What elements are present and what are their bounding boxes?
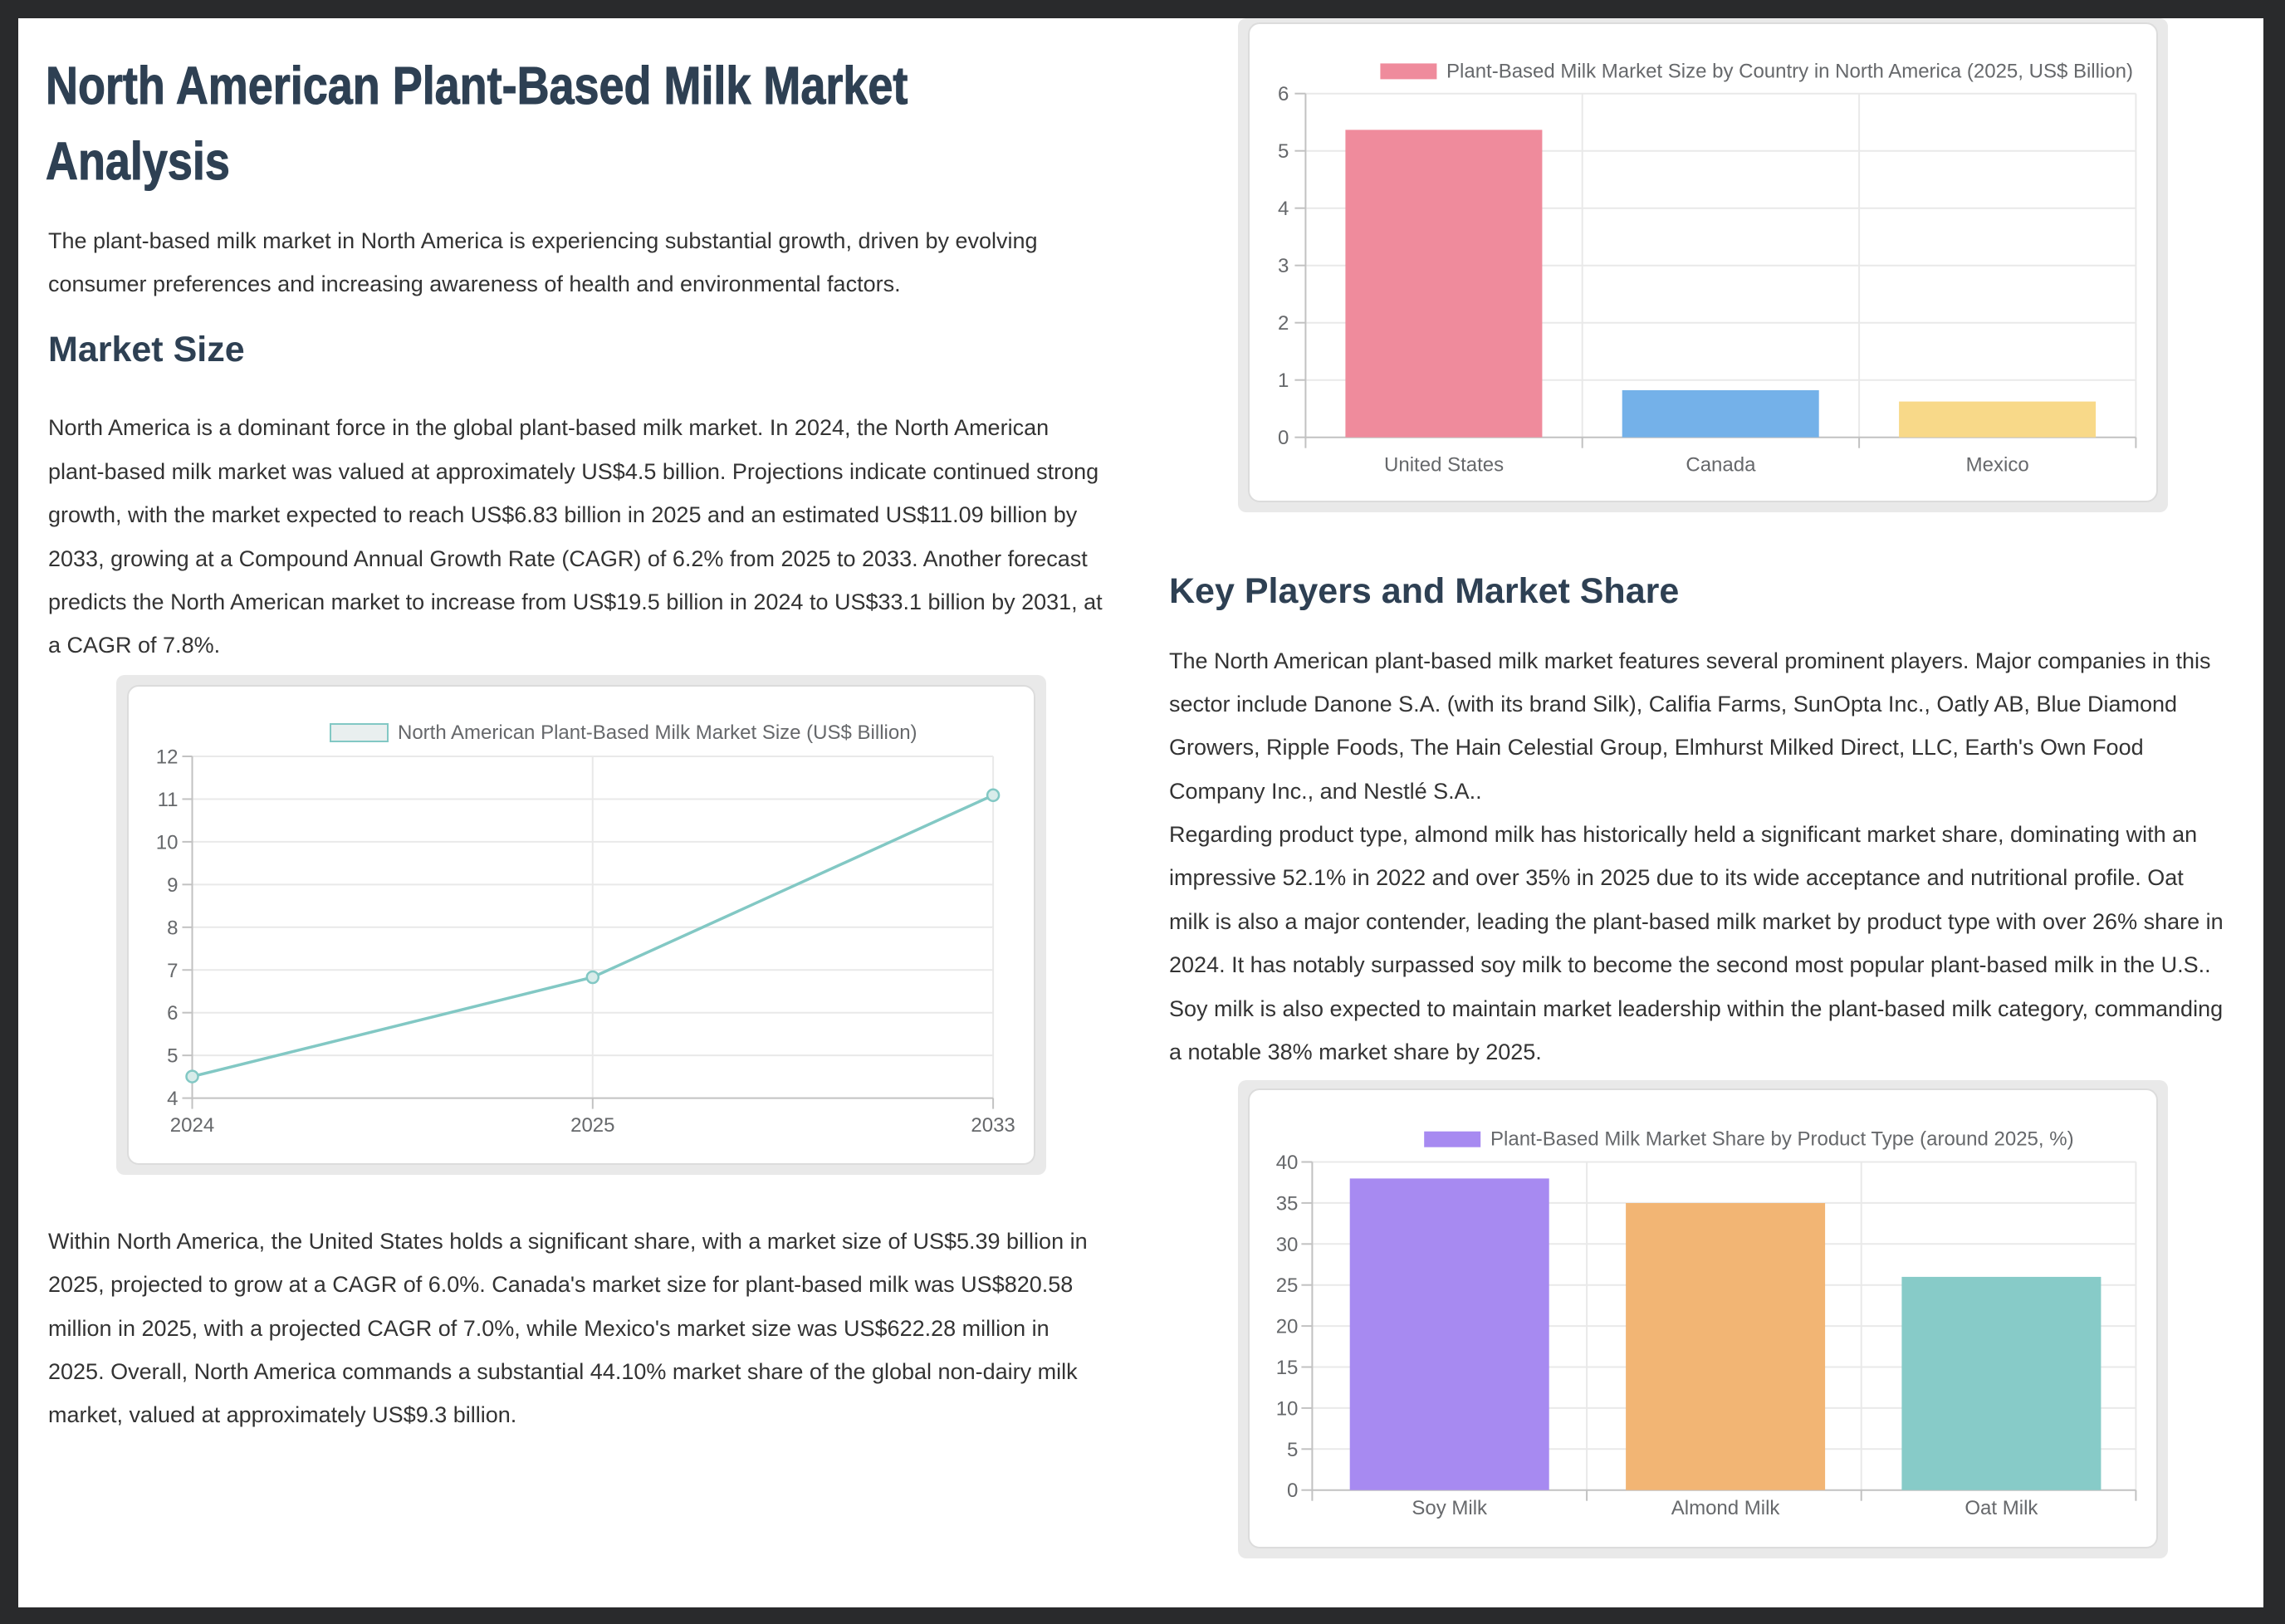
svg-text:20: 20: [1275, 1315, 1298, 1338]
svg-text:12: 12: [156, 746, 179, 768]
svg-text:8: 8: [168, 917, 179, 939]
svg-text:0: 0: [1278, 427, 1289, 449]
svg-text:2033: 2033: [971, 1114, 1015, 1137]
svg-text:5: 5: [1278, 140, 1289, 163]
svg-text:6: 6: [1278, 83, 1289, 105]
svg-text:North American Plant-Based Mil: North American Plant-Based Milk Market S…: [398, 722, 917, 744]
svg-text:Plant-Based Milk Market Size b: Plant-Based Milk Market Size by Country …: [1446, 61, 2133, 83]
svg-text:Oat Milk: Oat Milk: [1965, 1497, 2038, 1519]
svg-text:0: 0: [1287, 1480, 1298, 1502]
svg-text:7: 7: [168, 960, 179, 982]
svg-text:30: 30: [1275, 1234, 1298, 1256]
svg-text:5: 5: [1287, 1439, 1298, 1461]
svg-text:4: 4: [168, 1088, 179, 1110]
svg-text:9: 9: [168, 874, 179, 897]
svg-text:15: 15: [1275, 1357, 1298, 1379]
svg-text:Mexico: Mexico: [1965, 454, 2028, 477]
svg-text:Soy Milk: Soy Milk: [1412, 1497, 1488, 1519]
svg-text:35: 35: [1275, 1192, 1298, 1215]
svg-text:11: 11: [158, 789, 179, 811]
svg-text:Almond Milk: Almond Milk: [1671, 1497, 1780, 1519]
svg-text:Canada: Canada: [1686, 454, 1756, 477]
svg-text:25: 25: [1275, 1274, 1298, 1297]
svg-text:40: 40: [1275, 1152, 1298, 1174]
svg-text:4: 4: [1278, 198, 1289, 220]
svg-text:10: 10: [1275, 1397, 1298, 1420]
svg-text:2: 2: [1278, 312, 1289, 335]
svg-text:Plant-Based Milk Market Share: Plant-Based Milk Market Share by Product…: [1490, 1128, 2074, 1150]
svg-text:3: 3: [1278, 255, 1289, 277]
svg-text:6: 6: [168, 1002, 179, 1025]
svg-text:5: 5: [168, 1044, 179, 1067]
svg-text:10: 10: [156, 831, 179, 854]
svg-text:United States: United States: [1384, 454, 1504, 477]
svg-text:1: 1: [1278, 369, 1289, 392]
svg-text:2025: 2025: [570, 1114, 614, 1137]
svg-text:2024: 2024: [170, 1114, 214, 1137]
